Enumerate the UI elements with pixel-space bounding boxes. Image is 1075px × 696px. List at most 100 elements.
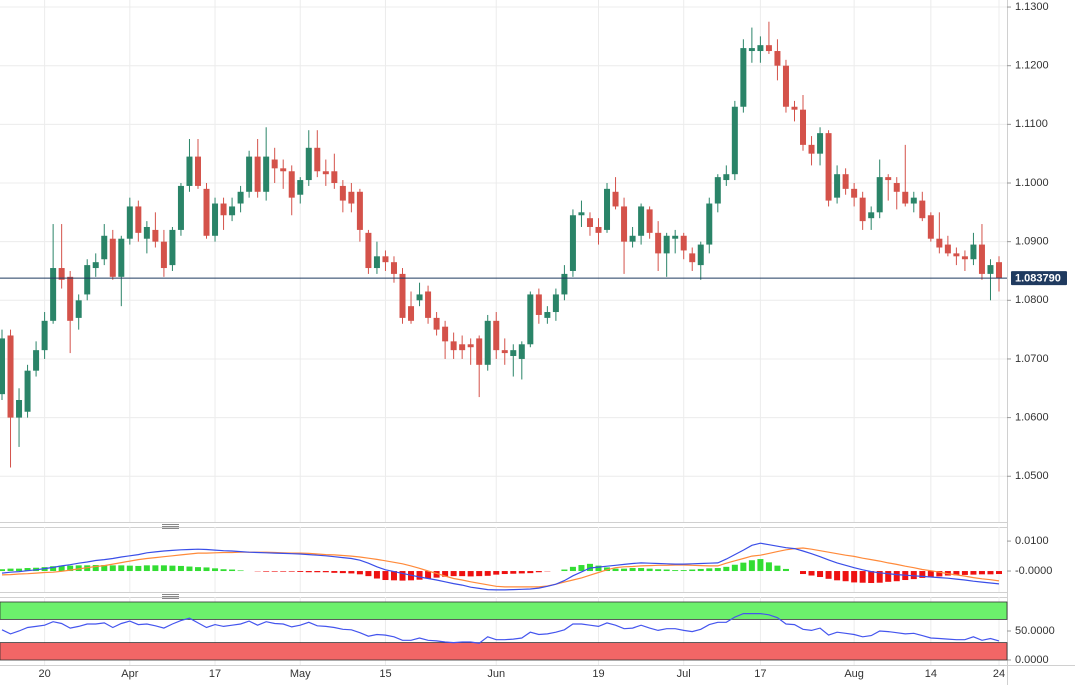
candle-body — [706, 203, 713, 245]
candle-body — [416, 294, 423, 301]
macd-histogram-bar — [442, 571, 449, 577]
pane-handle[interactable] — [162, 594, 179, 599]
candle-body — [433, 317, 440, 330]
macd-histogram-bar — [510, 571, 517, 574]
macd-histogram-bar — [220, 569, 227, 572]
candle-body — [817, 133, 824, 154]
candle-body — [919, 200, 926, 219]
candle-body — [851, 188, 858, 198]
candle-body — [459, 344, 466, 351]
candle-body — [510, 350, 517, 357]
macd-histogram-bar — [706, 568, 713, 572]
candle-body — [246, 156, 253, 192]
price-label-box — [1011, 271, 1067, 286]
macd-histogram-bar — [7, 568, 14, 572]
candle-body — [118, 238, 125, 277]
macd-histogram-bar — [765, 562, 772, 572]
candle-body — [58, 268, 65, 280]
candle-body — [586, 218, 593, 227]
macd-histogram-bar — [868, 571, 875, 584]
candle-body — [910, 197, 917, 204]
macd-histogram-bar — [663, 569, 670, 572]
macd-histogram-bar — [194, 567, 201, 572]
candle-body — [356, 191, 363, 230]
x-tick-label: Apr — [121, 668, 138, 680]
macd-histogram-bar — [808, 571, 815, 576]
macd-histogram-bar — [748, 560, 755, 572]
macd-histogram-bar — [373, 571, 380, 579]
macd-histogram-bar — [996, 571, 1002, 575]
macd-histogram-bar — [467, 571, 474, 577]
x-tick-label: Jun — [487, 668, 505, 680]
macd-histogram-bar — [782, 568, 789, 572]
y-tick-label: 1.0700 — [1015, 353, 1049, 365]
macd-histogram-bar — [288, 571, 295, 572]
macd-histogram-bar — [859, 571, 866, 583]
candle-body — [67, 276, 74, 321]
y-tick-label: 0.0000 — [1015, 654, 1049, 666]
candle-body — [518, 344, 525, 359]
candle-body — [109, 238, 116, 277]
macd-histogram-bar — [800, 571, 807, 575]
macd-histogram-bar — [561, 569, 568, 572]
rsi-overbought-band — [0, 601, 1008, 620]
candle-body — [442, 326, 449, 342]
macd-histogram-bar — [501, 571, 508, 575]
candle-body — [663, 235, 670, 254]
macd-histogram-bar — [271, 571, 278, 572]
candle-body — [672, 235, 679, 239]
candle-body — [41, 320, 48, 351]
macd-histogram-bar — [177, 565, 184, 572]
macd-histogram-bar — [655, 569, 662, 572]
candle-body — [638, 206, 645, 236]
macd-histogram-bar — [416, 571, 423, 580]
macd-histogram-bar — [612, 568, 619, 572]
macd-histogram-bar — [152, 565, 159, 572]
candle-body — [271, 159, 278, 169]
macd-histogram-bar — [578, 565, 585, 572]
macd-histogram-bar — [203, 567, 210, 572]
macd-signal-line — [1, 547, 1000, 588]
candle-body — [646, 209, 653, 233]
y-tick-label: 0.0100 — [1015, 535, 1049, 547]
rsi-line — [1, 613, 1000, 644]
macd-histogram-bar — [280, 571, 287, 572]
macd-histogram-bar — [723, 566, 730, 572]
candle-body — [33, 350, 40, 371]
macd-histogram-bar — [450, 571, 457, 577]
macd-histogram-bar — [314, 571, 321, 573]
candle-body — [774, 51, 781, 66]
macd-histogram-bar — [109, 565, 116, 572]
candle-body — [621, 206, 628, 242]
candle-body — [0, 338, 5, 395]
candle-body — [978, 244, 985, 274]
macd-histogram-bar — [569, 566, 576, 572]
macd-histogram-bar — [834, 571, 841, 581]
candle-body — [263, 156, 270, 192]
x-tick-label: 15 — [379, 668, 391, 680]
candle-body — [365, 232, 372, 269]
macd-histogram-bar — [135, 565, 142, 572]
candle-body — [169, 229, 176, 266]
macd-histogram-bar — [263, 571, 270, 572]
macd-histogram-bar — [390, 571, 397, 581]
macd-histogram-bar — [50, 566, 57, 572]
macd-histogram-bar — [697, 568, 704, 572]
x-tick-label: 19 — [592, 668, 604, 680]
candle-body — [484, 320, 491, 365]
candle-body — [339, 185, 346, 201]
macd-histogram-bar — [16, 568, 23, 572]
macd-histogram-bar — [927, 571, 934, 578]
candle-body — [800, 109, 807, 145]
pane-handle[interactable] — [162, 524, 179, 529]
macd-histogram-bar — [356, 571, 363, 575]
macd-line — [1, 542, 1000, 591]
candle-body — [936, 238, 943, 248]
candle-body — [723, 174, 730, 181]
macd-histogram-bar — [331, 571, 338, 573]
candle-body — [92, 262, 99, 269]
macd-histogram-bar — [672, 570, 679, 572]
macd-histogram-bar — [527, 571, 534, 574]
x-tick-label: May — [290, 668, 311, 680]
